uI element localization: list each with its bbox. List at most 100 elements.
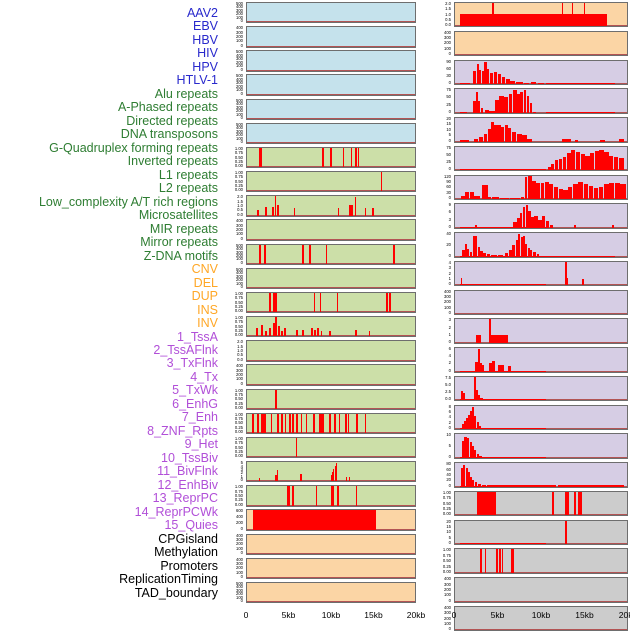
y-tick-label: 2.5 <box>445 389 451 395</box>
data-track[interactable] <box>246 412 416 435</box>
data-bar <box>372 207 374 216</box>
y-tick-label: 100 <box>236 545 243 551</box>
data-track[interactable] <box>246 533 416 555</box>
data-track[interactable] <box>246 461 416 483</box>
data-track[interactable] <box>454 375 628 402</box>
data-bar <box>534 215 538 228</box>
y-tick-label: 7.5 <box>445 374 451 380</box>
data-track[interactable] <box>454 117 628 143</box>
y-axis: 400 300 200 100 0 <box>218 25 244 47</box>
data-track[interactable] <box>454 577 628 603</box>
y-tick-label: 0 <box>448 195 451 201</box>
data-track[interactable] <box>454 203 628 229</box>
data-bar <box>494 99 499 113</box>
data-bar <box>520 213 523 228</box>
data-track[interactable] <box>246 50 416 72</box>
data-track[interactable] <box>246 581 416 604</box>
track-baseline <box>247 93 415 95</box>
data-track[interactable] <box>454 174 628 201</box>
data-bar <box>536 253 540 257</box>
data-track[interactable] <box>454 289 628 316</box>
data-track[interactable] <box>454 433 628 459</box>
x-tick-label: 5kb <box>281 610 296 620</box>
data-track[interactable] <box>246 557 416 580</box>
data-bar <box>354 329 357 337</box>
data-track[interactable] <box>246 26 416 48</box>
data-bar <box>464 191 470 199</box>
data-track[interactable] <box>246 436 416 459</box>
y-axis: 400 300 200 100 0 <box>218 533 244 555</box>
data-track[interactable] <box>454 2 628 28</box>
data-track[interactable] <box>246 74 416 96</box>
track-label: G-Quadruplex forming repeats <box>49 140 218 155</box>
data-track[interactable] <box>454 59 628 85</box>
data-track[interactable] <box>246 316 416 338</box>
data-track[interactable] <box>246 98 416 120</box>
data-track[interactable] <box>246 171 416 193</box>
data-track[interactable] <box>246 195 416 217</box>
data-bar <box>479 137 484 142</box>
data-track[interactable] <box>454 347 628 373</box>
y-tick-label: 3 <box>448 265 451 271</box>
y-tick-label: 0.00 <box>234 187 243 193</box>
y-tick-label: 2.0 <box>237 194 243 200</box>
data-track[interactable] <box>246 219 416 241</box>
y-tick-label: 50 <box>446 94 451 100</box>
data-track[interactable] <box>454 462 628 488</box>
data-bar <box>619 138 624 142</box>
y-tick-label: 0 <box>448 137 451 143</box>
y-axis: 1.00 0.75 0.50 0.25 0.00 <box>218 291 244 313</box>
data-bar <box>313 413 316 434</box>
data-bar <box>493 72 498 84</box>
data-track[interactable] <box>454 30 628 57</box>
data-bar <box>470 476 473 487</box>
data-track[interactable] <box>246 509 416 531</box>
data-bar <box>289 413 291 434</box>
data-bar <box>264 330 267 337</box>
data-track[interactable] <box>454 490 628 517</box>
data-track[interactable] <box>246 340 416 362</box>
data-bar <box>546 220 550 228</box>
data-track[interactable] <box>454 232 628 258</box>
track-label: 3_TxFlnk <box>166 356 218 371</box>
data-track[interactable] <box>246 267 416 290</box>
data-track[interactable] <box>454 88 628 114</box>
y-tick-label: 100 <box>444 592 451 598</box>
y-tick-label: 500 <box>236 266 243 272</box>
data-bar <box>276 413 279 434</box>
data-bar <box>302 329 305 337</box>
data-track[interactable] <box>454 260 628 287</box>
y-tick-label: 0 <box>448 367 451 373</box>
data-track[interactable] <box>246 2 416 24</box>
data-track[interactable] <box>454 548 628 574</box>
data-bar <box>584 3 586 27</box>
data-bar <box>494 125 498 142</box>
data-track[interactable] <box>454 519 628 546</box>
data-track[interactable] <box>454 318 628 344</box>
data-track[interactable] <box>246 388 416 410</box>
data-track[interactable] <box>454 145 628 172</box>
y-axis: 500 400 300 200 100 0 <box>218 122 244 144</box>
data-bar <box>329 330 331 337</box>
data-track[interactable] <box>246 243 416 265</box>
y-tick-label: 10 <box>446 432 451 438</box>
data-track[interactable] <box>246 485 416 507</box>
data-bar <box>498 254 504 257</box>
data-track[interactable] <box>246 291 416 314</box>
track-label: 2_TssAFlnk <box>153 343 218 357</box>
y-axis: 500 400 300 200 100 0 <box>218 98 244 120</box>
data-bar <box>510 549 514 573</box>
data-track[interactable] <box>246 364 416 386</box>
y-tick-label: 0.25 <box>234 400 243 406</box>
track-baseline <box>247 45 415 47</box>
track-label: Z-DNA motifs <box>143 248 218 263</box>
data-track[interactable] <box>246 146 416 169</box>
data-bar <box>475 224 477 228</box>
data-bar <box>552 491 555 516</box>
data-track[interactable] <box>454 404 628 431</box>
y-tick-label: 75 <box>446 144 451 150</box>
data-bar <box>599 149 604 171</box>
data-bar <box>525 244 528 257</box>
data-track[interactable] <box>246 122 416 145</box>
data-bar <box>516 134 522 142</box>
